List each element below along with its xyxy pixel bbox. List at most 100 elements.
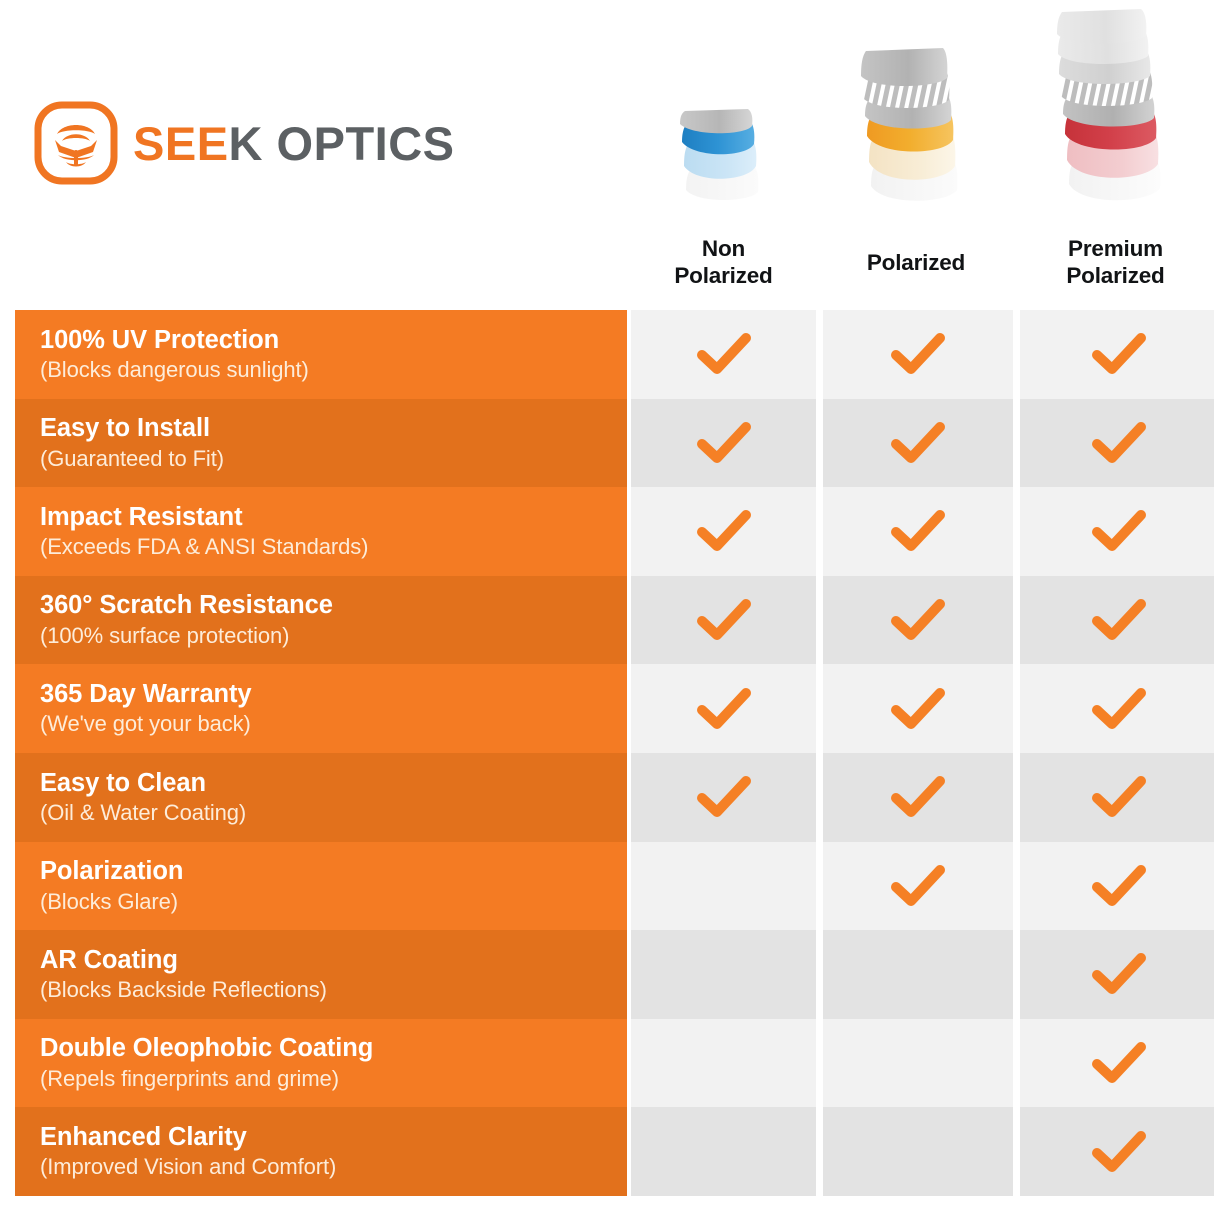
feature-subtitle: (Repels fingerprints and grime) xyxy=(40,1065,339,1091)
check-icon xyxy=(1091,508,1147,554)
check-icon xyxy=(890,331,946,377)
check-icon xyxy=(890,774,946,820)
check-icon xyxy=(696,331,752,377)
column-header-non-polarized: Non Polarized xyxy=(631,0,816,310)
feature-title: AR Coating xyxy=(40,945,178,974)
feature-comparison-table: 100% UV Protection (Blocks dangerous sunl… xyxy=(0,310,1214,1196)
feature-subtitle: (Blocks Backside Reflections) xyxy=(40,977,327,1003)
check-cell-non-polarized xyxy=(631,1107,816,1196)
check-cell-polarized xyxy=(823,575,1013,665)
feature-subtitle: (Exceeds FDA & ANSI Standards) xyxy=(40,534,369,560)
check-icon xyxy=(890,420,946,466)
check-icon xyxy=(890,597,946,643)
feature-subtitle: (100% surface protection) xyxy=(40,622,290,648)
check-icon xyxy=(1091,774,1147,820)
check-icon xyxy=(696,597,752,643)
check-icon xyxy=(1091,863,1147,909)
check-icon xyxy=(696,508,752,554)
check-icon xyxy=(696,420,752,466)
check-cell-polarized xyxy=(823,752,1013,842)
feature-cell: Double Oleophobic Coating (Repels fingerp… xyxy=(15,1018,627,1108)
check-cell-non-polarized xyxy=(631,1018,816,1108)
feature-subtitle: (We've got your back) xyxy=(40,711,251,737)
check-cell-premium-polarized xyxy=(1020,752,1214,842)
check-icon xyxy=(1091,597,1147,643)
check-cell-polarized xyxy=(823,398,1013,488)
check-cell-premium-polarized xyxy=(1020,398,1214,488)
table-row: Polarization (Blocks Glare) xyxy=(0,841,1214,931)
check-icon xyxy=(696,686,752,732)
table-row: Enhanced Clarity (Improved Vision and Com… xyxy=(0,1107,1214,1196)
check-cell-premium-polarized xyxy=(1020,930,1214,1019)
feature-subtitle: (Improved Vision and Comfort) xyxy=(40,1154,337,1180)
check-cell-premium-polarized xyxy=(1020,487,1214,576)
column-label-non-polarized: Non Polarized xyxy=(631,236,816,289)
check-cell-polarized xyxy=(823,841,1013,931)
feature-subtitle: (Blocks dangerous sunlight) xyxy=(40,357,309,383)
check-cell-non-polarized xyxy=(631,664,816,753)
column-label-polarized: Polarized xyxy=(822,250,1010,277)
brand-wordmark: SEEK OPTICS xyxy=(133,120,455,167)
check-cell-polarized xyxy=(823,487,1013,576)
check-cell-non-polarized xyxy=(631,752,816,842)
feature-subtitle: (Oil & Water Coating) xyxy=(40,800,247,826)
feature-title: Enhanced Clarity xyxy=(40,1122,247,1151)
feature-cell: Easy to Install (Guaranteed to Fit) xyxy=(15,398,627,488)
check-cell-premium-polarized xyxy=(1020,841,1214,931)
check-icon xyxy=(1091,1129,1147,1175)
column-header-premium-polarized: Premium Polarized xyxy=(1017,0,1214,310)
table-row: 365 Day Warranty (We've got your back) xyxy=(0,664,1214,753)
feature-cell: 100% UV Protection (Blocks dangerous sunl… xyxy=(15,310,627,399)
column-label-line1: Polarized xyxy=(866,250,966,275)
table-row: Easy to Clean (Oil & Water Coating) xyxy=(0,752,1214,842)
check-cell-polarized xyxy=(823,930,1013,1019)
check-icon xyxy=(890,686,946,732)
brand-logo: SEEK OPTICS xyxy=(33,100,455,186)
brand-wordmark-orange: SEE xyxy=(133,116,229,170)
check-icon xyxy=(1091,1040,1147,1086)
check-cell-polarized xyxy=(823,310,1013,399)
feature-title: Polarization xyxy=(40,857,184,886)
check-cell-premium-polarized xyxy=(1020,575,1214,665)
feature-title: 100% UV Protection xyxy=(40,325,280,354)
check-cell-non-polarized xyxy=(631,930,816,1019)
check-cell-non-polarized xyxy=(631,841,816,931)
feature-cell: Enhanced Clarity (Improved Vision and Com… xyxy=(15,1107,627,1196)
table-row: AR Coating (Blocks Backside Reflections) xyxy=(0,930,1214,1019)
column-label-line1: Non xyxy=(701,236,746,261)
column-header-polarized: Polarized xyxy=(822,0,1010,310)
comparison-header: SEEK OPTICS xyxy=(0,0,1214,310)
check-icon xyxy=(696,774,752,820)
feature-cell: AR Coating (Blocks Backside Reflections) xyxy=(15,930,627,1019)
seek-optics-eye-logo-icon xyxy=(33,100,119,186)
feature-title: Easy to Clean xyxy=(40,768,206,797)
check-icon xyxy=(1091,331,1147,377)
column-label-line2: Polarized xyxy=(674,262,773,288)
check-icon xyxy=(1091,686,1147,732)
table-row: Easy to Install (Guaranteed to Fit) xyxy=(0,398,1214,488)
table-row: Impact Resistant (Exceeds FDA & ANSI Stan… xyxy=(0,487,1214,576)
feature-subtitle: (Blocks Glare) xyxy=(40,888,178,914)
feature-cell: Impact Resistant (Exceeds FDA & ANSI Stan… xyxy=(15,487,627,576)
feature-title: Double Oleophobic Coating xyxy=(40,1034,374,1063)
feature-cell: Polarization (Blocks Glare) xyxy=(15,841,627,931)
check-cell-non-polarized xyxy=(631,310,816,399)
polarized-lens-stack-icon xyxy=(857,46,975,228)
check-cell-premium-polarized xyxy=(1020,1018,1214,1108)
table-row: Double Oleophobic Coating (Repels fingerp… xyxy=(0,1018,1214,1108)
feature-cell: Easy to Clean (Oil & Water Coating) xyxy=(15,752,627,842)
feature-cell: 360° Scratch Resistance (100% surface pro… xyxy=(15,575,627,665)
check-cell-non-polarized xyxy=(631,398,816,488)
column-label-line1: Premium xyxy=(1068,236,1163,261)
check-icon xyxy=(1091,420,1147,466)
check-cell-non-polarized xyxy=(631,487,816,576)
check-cell-polarized xyxy=(823,1107,1013,1196)
non-polarized-lens-stack-icon xyxy=(674,108,774,226)
check-cell-non-polarized xyxy=(631,575,816,665)
premium-polarized-lens-stack-icon xyxy=(1053,8,1179,228)
table-row: 360° Scratch Resistance (100% surface pro… xyxy=(0,575,1214,665)
brand-wordmark-gray: K OPTICS xyxy=(228,116,455,170)
check-icon xyxy=(1091,951,1147,997)
check-icon xyxy=(890,508,946,554)
feature-title: 365 Day Warranty xyxy=(40,679,252,708)
